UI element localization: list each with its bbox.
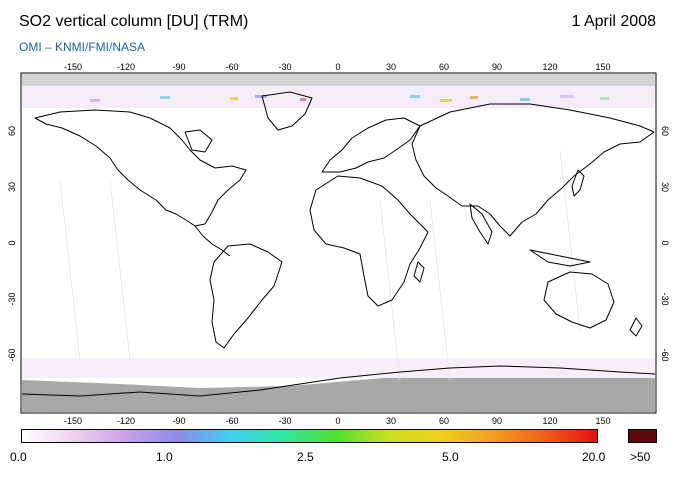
coast-india [469, 203, 493, 245]
lon-tick-bottom: -150 [64, 416, 82, 426]
lon-tick-bottom: 120 [542, 416, 557, 426]
arctic-noise-band [22, 86, 655, 108]
lon-tick-top: 150 [595, 62, 610, 72]
colorbar-label-0: 0.0 [10, 450, 27, 464]
lat-tick-right: -30 [660, 292, 670, 305]
lon-tick-top: 30 [386, 62, 396, 72]
lon-ticks-top: -150 -120 -90 -60 -30 0 30 60 90 120 150 [64, 62, 611, 72]
colorbar-gradient [21, 429, 598, 443]
lon-tick-top: 120 [542, 62, 557, 72]
lon-tick-top: 90 [492, 62, 502, 72]
coast-madagascar [413, 261, 425, 283]
lon-tick-top: -60 [225, 62, 238, 72]
lon-ticks-bottom: -150 -120 -90 -60 -30 0 30 60 90 120 150 [64, 416, 611, 426]
lon-tick-bottom: 30 [386, 416, 396, 426]
coast-greenland [261, 91, 313, 131]
lat-tick-left: 0 [7, 240, 17, 245]
map-frame [20, 72, 657, 414]
lon-tick-top: 60 [439, 62, 449, 72]
lat-tick-right: 30 [660, 182, 670, 192]
coast-indonesia [529, 249, 591, 267]
lat-tick-right: 60 [660, 126, 670, 136]
lat-ticks-right: 60 30 0 -30 -60 [660, 126, 670, 362]
lat-ticks-left: 60 30 0 -30 -60 [7, 126, 17, 362]
lon-tick-top: -150 [64, 62, 82, 72]
coast-hudson-bay [184, 129, 213, 153]
lon-tick-bottom: -120 [117, 416, 135, 426]
coast-new-zealand [629, 317, 643, 337]
map-date: 1 April 2008 [571, 13, 656, 30]
coast-japan [571, 169, 585, 197]
lon-tick-bottom: 90 [492, 416, 502, 426]
coastlines [21, 91, 656, 397]
lat-tick-right: 0 [660, 240, 670, 245]
colorbar-label-2: 2.5 [297, 450, 314, 464]
lon-tick-top: 0 [335, 62, 340, 72]
coast-asia [411, 103, 655, 237]
arctic-no-data [22, 74, 655, 86]
lat-tick-left: -30 [7, 292, 17, 305]
colorbar-label-1: 1.0 [156, 450, 173, 464]
coast-central-america [194, 225, 231, 257]
lon-tick-top: -30 [278, 62, 291, 72]
map-credit: OMI – KNMI/FMI/NASA [19, 40, 146, 54]
lon-tick-bottom: 150 [595, 416, 610, 426]
antarctic-noise-band [22, 358, 655, 378]
colorbar-label-4: 20.0 [582, 450, 606, 464]
coast-south-america [209, 243, 283, 349]
antarctic-no-data [22, 370, 655, 412]
coast-north-america [34, 109, 247, 227]
coast-australia [543, 271, 615, 329]
lat-tick-right: -60 [660, 348, 670, 361]
coast-antarctica [21, 365, 656, 397]
lon-tick-top: -120 [117, 62, 135, 72]
lon-tick-bottom: -60 [225, 416, 238, 426]
lat-tick-left: -60 [7, 348, 17, 361]
colorbar-label-3: 5.0 [442, 450, 459, 464]
arctic-noise-speckle [90, 95, 609, 102]
lon-tick-top: -90 [172, 62, 185, 72]
lat-tick-left: 30 [7, 182, 17, 192]
coast-africa [309, 175, 429, 307]
swath-lines [59, 149, 581, 381]
colorbar-overflow-swatch [628, 429, 657, 443]
lon-tick-bottom: -90 [172, 416, 185, 426]
lon-tick-bottom: 0 [335, 416, 340, 426]
lon-tick-bottom: -30 [278, 416, 291, 426]
lon-tick-bottom: 60 [439, 416, 449, 426]
map-title: SO2 vertical column [DU] (TRM) [19, 13, 249, 30]
colorbar-overflow-label: >50 [630, 450, 651, 464]
lat-tick-left: 60 [7, 126, 17, 136]
